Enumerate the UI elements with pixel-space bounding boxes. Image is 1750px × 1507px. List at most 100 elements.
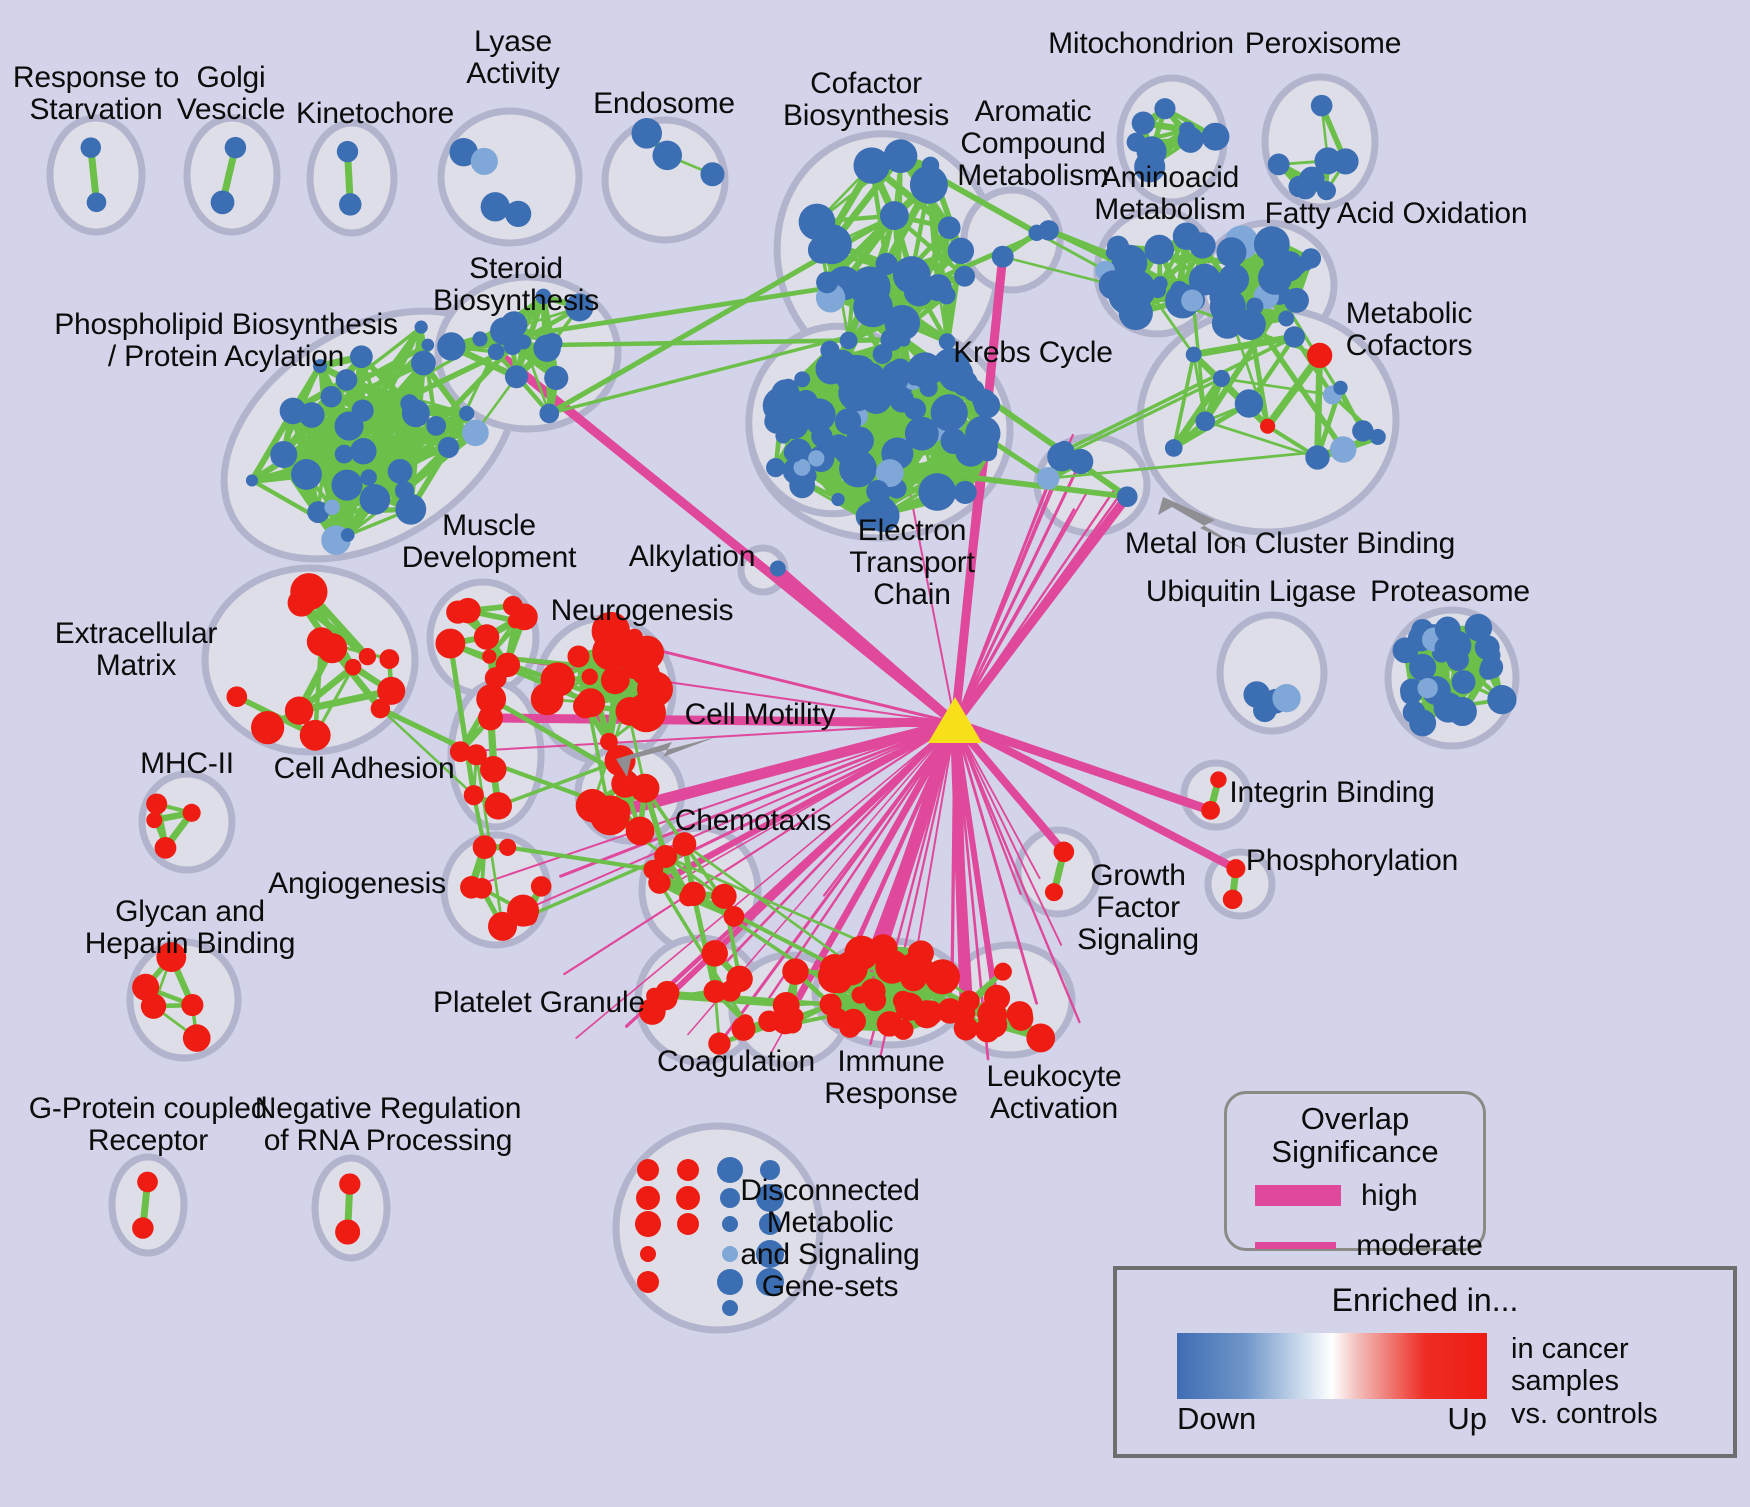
gene-set-node[interactable] (1417, 677, 1438, 699)
gene-set-node[interactable] (567, 645, 590, 668)
gene-set-node[interactable] (794, 371, 811, 388)
gene-set-node[interactable] (1278, 310, 1295, 327)
gene-set-node[interactable] (958, 990, 980, 1012)
gene-set-node[interactable] (1164, 439, 1183, 457)
gene-set-node[interactable] (359, 484, 391, 515)
gene-set-node[interactable] (181, 993, 204, 1017)
gene-set-node[interactable] (608, 670, 630, 692)
gene-set-node[interactable] (504, 365, 528, 389)
gene-set-node[interactable] (930, 394, 968, 432)
gene-set-node[interactable] (625, 628, 643, 646)
gene-set-node[interactable] (769, 560, 786, 577)
gene-set-node[interactable] (892, 256, 931, 294)
gene-set-node[interactable] (1210, 771, 1227, 788)
gene-set-node[interactable] (899, 951, 933, 985)
gene-set-node[interactable] (983, 984, 1011, 1011)
gene-set-node[interactable] (320, 385, 342, 408)
gene-set-node[interactable] (1451, 670, 1476, 694)
gene-set-node[interactable] (1126, 132, 1146, 152)
gene-set-node[interactable] (783, 442, 804, 463)
gene-set-node[interactable] (625, 816, 655, 846)
gene-set-node[interactable] (676, 1186, 700, 1210)
gene-set-node[interactable] (1152, 276, 1168, 291)
gene-set-node[interactable] (1400, 683, 1422, 705)
gene-set-node[interactable] (834, 408, 862, 435)
gene-set-node[interactable] (1300, 248, 1322, 269)
gene-set-node[interactable] (853, 147, 890, 184)
gene-set-node[interactable] (924, 274, 952, 302)
gene-set-node[interactable] (866, 499, 900, 533)
gene-set-node[interactable] (449, 138, 478, 167)
gene-set-node[interactable] (722, 1246, 738, 1262)
gene-set-node[interactable] (132, 1217, 154, 1239)
gene-set-node[interactable] (316, 633, 348, 664)
gene-set-node[interactable] (1352, 420, 1374, 442)
gene-set-node[interactable] (336, 140, 359, 163)
gene-set-node[interactable] (1212, 369, 1230, 387)
gene-set-node[interactable] (291, 459, 322, 490)
gene-set-node[interactable] (530, 876, 552, 897)
gene-set-node[interactable] (717, 1269, 743, 1295)
gene-set-node[interactable] (1314, 147, 1342, 175)
gene-set-node[interactable] (786, 1008, 804, 1025)
gene-set-node[interactable] (350, 438, 377, 465)
gene-set-node[interactable] (720, 1188, 740, 1208)
gene-set-node[interactable] (965, 415, 1001, 452)
gene-set-node[interactable] (782, 958, 809, 985)
gene-set-node[interactable] (793, 458, 811, 476)
gene-set-node[interactable] (575, 788, 610, 823)
gene-set-node[interactable] (953, 480, 977, 504)
gene-set-node[interactable] (1369, 428, 1386, 445)
gene-set-node[interactable] (1234, 389, 1264, 418)
gene-set-node[interactable] (581, 668, 598, 685)
gene-set-node[interactable] (80, 137, 102, 158)
gene-set-node[interactable] (137, 1171, 158, 1193)
gene-set-node[interactable] (638, 998, 666, 1025)
gene-set-node[interactable] (476, 684, 507, 714)
gene-set-node[interactable] (459, 405, 475, 422)
gene-set-node[interactable] (210, 190, 235, 215)
gene-set-node[interactable] (473, 624, 500, 650)
gene-set-node[interactable] (1288, 175, 1310, 198)
gene-set-node[interactable] (358, 648, 377, 666)
gene-set-node[interactable] (711, 883, 737, 909)
gene-set-node[interactable] (284, 696, 314, 725)
gene-set-node[interactable] (853, 287, 893, 328)
gene-set-node[interactable] (722, 1300, 738, 1316)
gene-set-node[interactable] (573, 693, 598, 719)
gene-set-node[interactable] (875, 252, 898, 275)
gene-set-node[interactable] (947, 237, 975, 265)
gene-set-node[interactable] (401, 399, 430, 428)
gene-set-node[interactable] (1283, 326, 1306, 348)
gene-set-node[interactable] (917, 356, 942, 380)
gene-set-node[interactable] (719, 980, 741, 1002)
gene-set-node[interactable] (731, 1016, 756, 1041)
gene-set-node[interactable] (811, 224, 852, 265)
gene-set-node[interactable] (918, 473, 957, 511)
gene-set-node[interactable] (993, 962, 1012, 981)
gene-set-node[interactable] (245, 474, 259, 487)
gene-set-node[interactable] (895, 992, 924, 1021)
gene-set-node[interactable] (1036, 466, 1060, 490)
gene-set-node[interactable] (470, 147, 498, 175)
gene-set-node[interactable] (414, 320, 428, 334)
gene-set-node[interactable] (484, 667, 507, 689)
gene-set-node[interactable] (334, 444, 354, 464)
gene-set-node[interactable] (1216, 237, 1247, 268)
gene-set-node[interactable] (848, 455, 863, 470)
gene-set-node[interactable] (1185, 346, 1202, 363)
gene-set-node[interactable] (480, 192, 510, 222)
gene-set-node[interactable] (808, 450, 825, 467)
gene-set-node[interactable] (565, 293, 594, 322)
gene-set-node[interactable] (1222, 889, 1243, 910)
gene-set-node[interactable] (981, 1012, 1008, 1038)
gene-set-node[interactable] (478, 705, 503, 731)
gene-set-node[interactable] (487, 343, 505, 361)
gene-set-node[interactable] (1105, 245, 1122, 261)
gene-set-node[interactable] (462, 419, 489, 447)
gene-set-node[interactable] (1201, 122, 1230, 151)
gene-set-node[interactable] (1053, 841, 1075, 863)
gene-set-node[interactable] (919, 378, 938, 397)
gene-set-node[interactable] (637, 1159, 659, 1181)
gene-set-node[interactable] (840, 1008, 866, 1034)
